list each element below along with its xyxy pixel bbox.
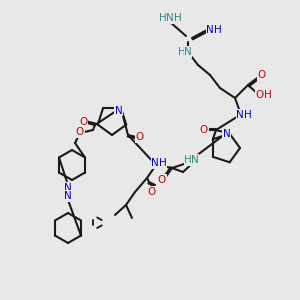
Text: N: N [151, 158, 159, 168]
Text: O: O [148, 187, 156, 197]
Text: N: N [223, 129, 230, 139]
Text: N: N [64, 191, 72, 201]
Text: N: N [191, 155, 199, 165]
Text: O: O [158, 175, 166, 185]
Text: H: H [159, 13, 167, 23]
Text: N: N [166, 13, 174, 23]
Text: H: H [244, 110, 252, 120]
Text: H: H [214, 25, 222, 35]
Text: O: O [76, 127, 84, 137]
Text: H: H [184, 155, 192, 165]
Text: H: H [174, 13, 182, 23]
Text: O: O [79, 117, 87, 127]
Text: H: H [159, 158, 167, 168]
Text: N: N [64, 183, 72, 193]
Text: H: H [264, 90, 272, 100]
Text: N: N [115, 106, 123, 116]
Text: O: O [258, 70, 266, 80]
Text: O: O [136, 132, 144, 142]
Text: N: N [206, 25, 214, 35]
Text: N: N [184, 47, 192, 57]
Text: O: O [256, 90, 264, 100]
Text: O: O [200, 125, 208, 135]
Text: H: H [178, 47, 186, 57]
Text: N: N [236, 110, 244, 120]
